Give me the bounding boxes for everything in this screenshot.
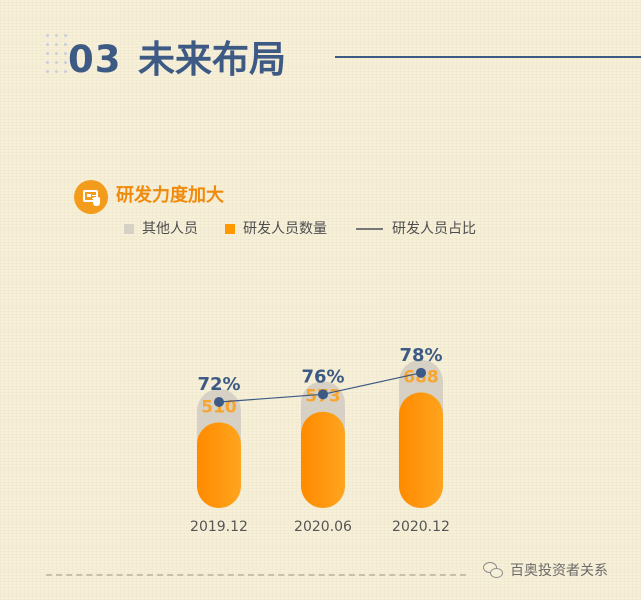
legend-item-rd-ratio: 研发人员占比 [356,219,476,239]
legend-label-other: 其他人员 [142,221,198,237]
legend-item-rd-count: 研发人员数量 [225,219,327,239]
data-label-ratio: 72% [197,374,240,395]
x-tick-label: 2020.06 [294,519,352,535]
data-label-ratio: 76% [301,366,344,387]
x-tick-label: 2019.12 [190,519,248,535]
bar-rd-2019.12 [197,422,241,508]
section-number: 03 [68,38,122,81]
legend-swatch-other [124,224,134,234]
ratio-point [318,389,328,400]
title-divider [335,56,641,58]
data-label-count: 510 [201,397,237,417]
ratio-point [214,397,224,407]
bar-rd-2020.06 [301,411,345,508]
legend-swatch-rd-count [225,224,235,234]
wechat-icon [483,562,505,580]
legend-label-rd-count: 研发人员数量 [243,221,327,237]
chart-subtitle: 研发力度加大 [116,185,224,206]
ratio-point [416,367,426,378]
bar-rd-2020.12 [399,392,443,508]
decorative-dots [46,34,76,78]
x-tick-label: 2020.12 [392,519,450,535]
legend-item-other: 其他人员 [124,219,198,239]
data-label-ratio: 78% [399,345,442,366]
footer-source: 百奥投资者关系 [510,563,608,579]
footer-divider [46,574,466,576]
legend-label-rd-ratio: 研发人员占比 [392,221,476,237]
section-title: 未来布局 [138,38,286,81]
document-hand-icon [74,180,108,214]
legend-line-rd-ratio [356,228,383,230]
